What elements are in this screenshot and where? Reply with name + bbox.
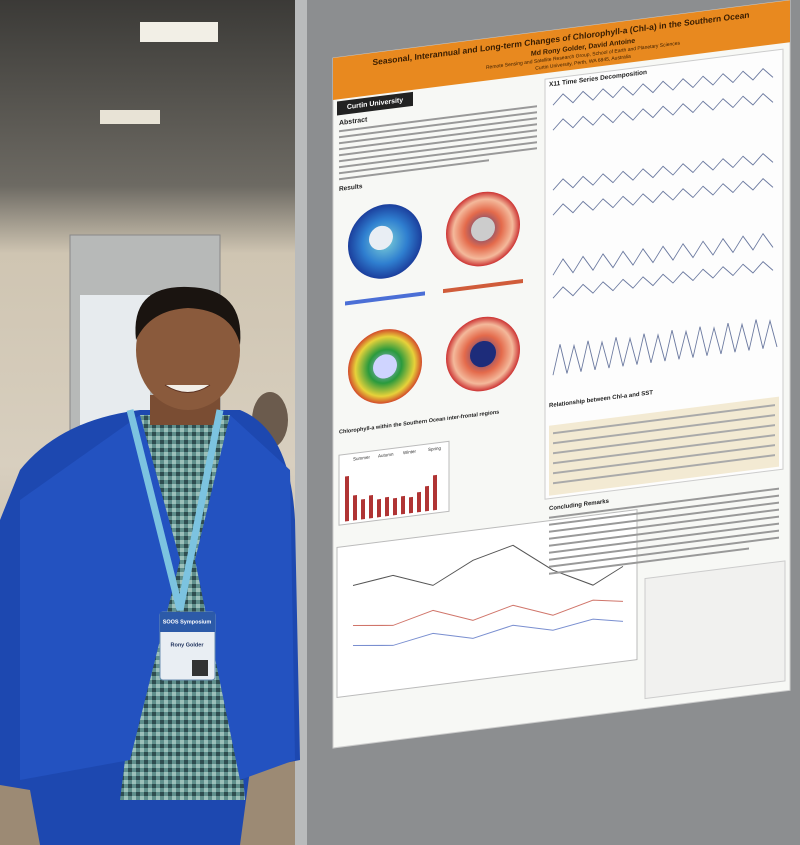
person: SOOS Symposium Rony Golder xyxy=(0,286,300,845)
lapel xyxy=(195,415,295,780)
section-heading: Results xyxy=(339,183,363,193)
poster-header xyxy=(333,0,790,100)
map-land xyxy=(471,216,495,242)
ceiling-light xyxy=(140,22,218,42)
map-land xyxy=(470,340,496,368)
bar-panel xyxy=(338,440,450,526)
remarks-lines xyxy=(549,487,779,575)
trend-line xyxy=(352,618,624,646)
face xyxy=(136,290,240,410)
references xyxy=(644,560,786,700)
colorbar xyxy=(345,291,425,306)
abstract-lines xyxy=(339,105,537,181)
smile xyxy=(164,384,211,393)
trend-line xyxy=(352,599,624,626)
colorbar xyxy=(443,278,523,294)
poster: Seasonal, Interannual and Long-term Chan… xyxy=(332,0,791,749)
x11-panel xyxy=(544,48,784,500)
badge-header xyxy=(160,612,215,632)
trend-line xyxy=(352,544,624,586)
badge-qr xyxy=(192,660,208,676)
badge-event: SOOS Symposium xyxy=(163,619,212,625)
table-rows xyxy=(553,404,775,485)
hair xyxy=(135,286,241,345)
logo-box xyxy=(337,91,413,116)
season-label: Spring xyxy=(428,445,441,452)
ceiling-light xyxy=(100,110,160,124)
bars xyxy=(345,474,437,522)
board-frame xyxy=(295,0,307,845)
map-land xyxy=(369,225,393,251)
timeseries-panel xyxy=(336,509,638,699)
season-label: Autumn xyxy=(378,451,394,458)
decomposition-waves xyxy=(552,68,778,376)
section-heading: Abstract xyxy=(339,116,368,127)
lapel xyxy=(20,415,180,780)
season-label: Summer xyxy=(353,454,370,461)
map-land xyxy=(373,354,397,379)
lanyard xyxy=(126,409,224,611)
season-label: Winter xyxy=(403,449,416,456)
badge-name: Rony Golder xyxy=(170,642,204,648)
